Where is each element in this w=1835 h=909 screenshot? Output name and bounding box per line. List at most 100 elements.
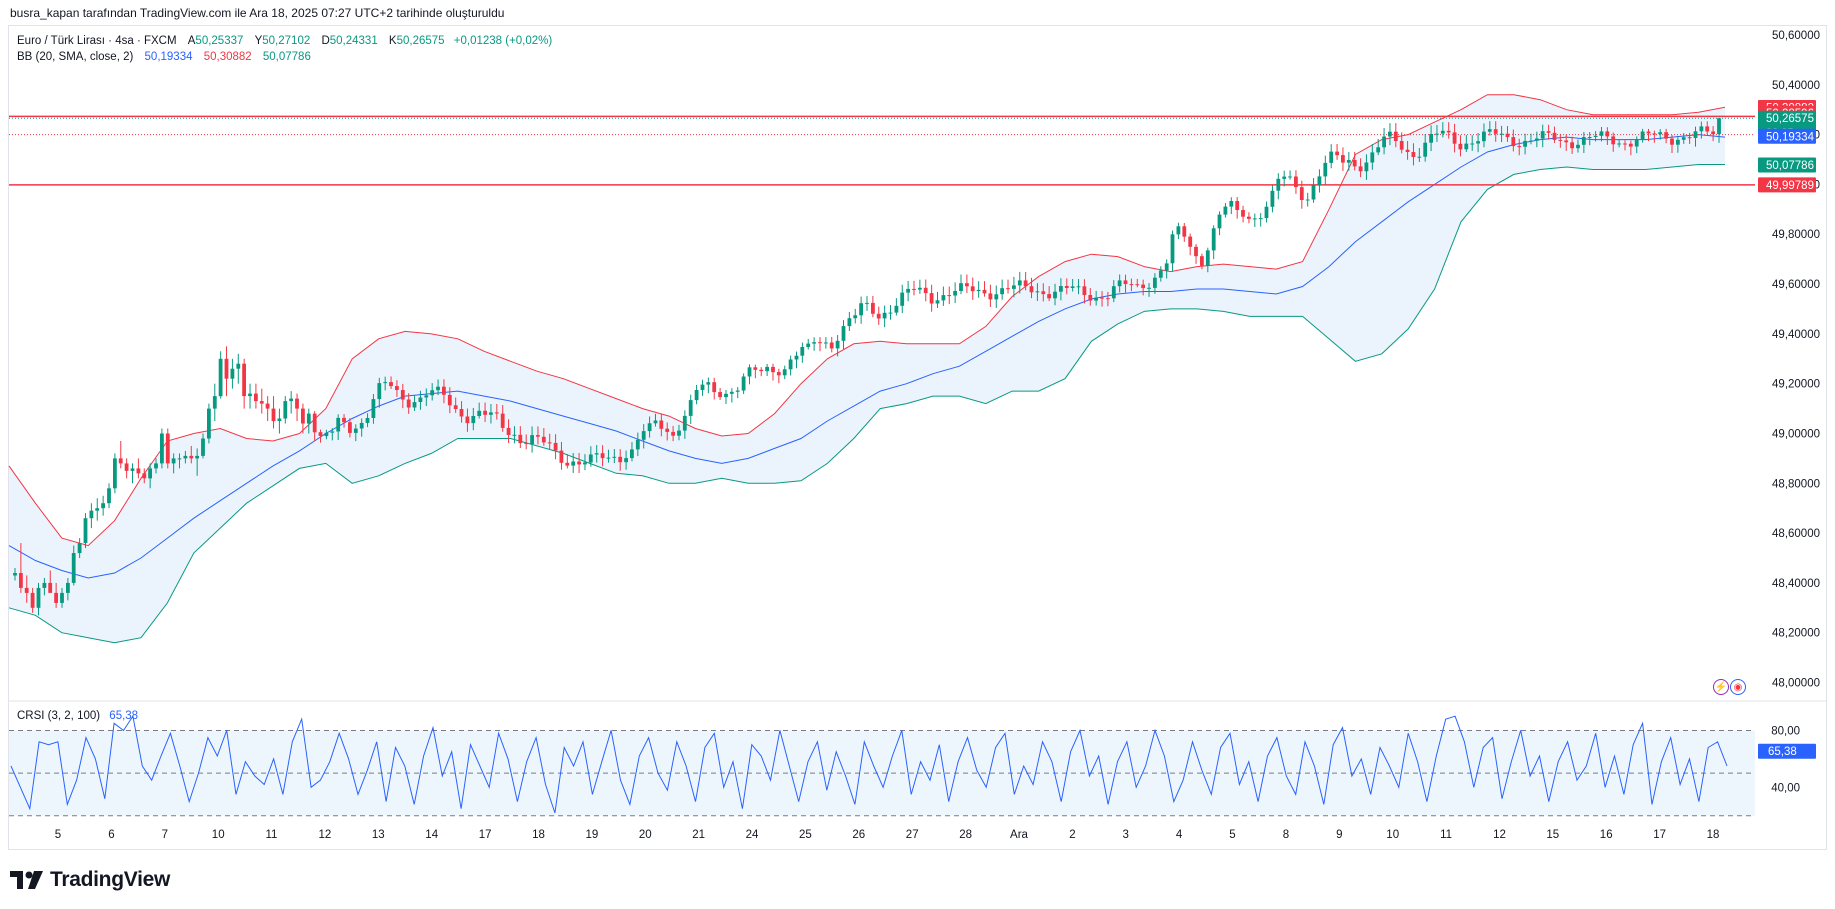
candle [1676, 135, 1680, 153]
candle [1717, 118, 1721, 143]
candle-body [95, 508, 100, 511]
candle [1217, 211, 1222, 236]
candle-body [160, 433, 164, 464]
candle [265, 396, 270, 422]
close-value: 50,26575 [396, 35, 445, 47]
candle-body [829, 342, 834, 349]
crsi-value-badge [1758, 743, 1816, 759]
candle [1464, 135, 1469, 152]
price-tick-label: 48,60000 [1772, 528, 1820, 540]
candle [782, 365, 787, 380]
candle [160, 428, 164, 469]
candle-body [24, 587, 29, 593]
candle [982, 281, 987, 297]
candle [1235, 196, 1240, 219]
candle-body [718, 392, 722, 398]
candle [42, 577, 47, 596]
candle [1294, 170, 1298, 194]
high-label: Y [254, 35, 263, 47]
candle [647, 416, 652, 438]
candle-body [130, 468, 135, 471]
candle-body [1158, 270, 1163, 278]
candle-body [1176, 226, 1181, 235]
candle [342, 414, 346, 428]
candle [1017, 271, 1022, 294]
candle-body [295, 398, 299, 409]
candle-body [1352, 160, 1357, 167]
candle [988, 284, 993, 307]
candle-body [1000, 288, 1004, 295]
time-tick-label: 6 [108, 829, 114, 841]
candle-body [871, 302, 875, 314]
flash-icons[interactable]: ⚡ ◉ [1713, 679, 1746, 695]
candle [624, 450, 628, 470]
candle [970, 277, 975, 300]
candle-body [1511, 137, 1516, 147]
candle [289, 391, 293, 414]
candle [947, 286, 952, 305]
candle [518, 426, 523, 448]
candle-body [1059, 286, 1063, 292]
bb-basis-value: 50,19334 [144, 51, 193, 63]
candle-body [1100, 297, 1104, 299]
price-badge-label: 50,07786 [1766, 160, 1814, 172]
candle-body [1064, 286, 1069, 288]
candle [218, 351, 223, 399]
symbol-legend: Euro / Türk Lirası · 4sa · FXCM A50,2533… [17, 35, 554, 47]
candle [824, 337, 828, 349]
candle [1388, 123, 1392, 146]
candle-body [395, 386, 399, 390]
candle [148, 463, 152, 489]
candle [19, 543, 23, 593]
candle [1599, 126, 1604, 142]
candle [1435, 124, 1439, 142]
candle [312, 411, 317, 441]
candle [541, 428, 546, 446]
candle [242, 358, 246, 409]
candle [1153, 273, 1157, 294]
candle-body [142, 473, 147, 479]
globe-icon[interactable]: ◉ [1730, 679, 1746, 695]
candle-body [177, 458, 182, 460]
candle [1035, 283, 1040, 301]
candle-body [359, 422, 364, 429]
crsi-value-badge-label: 65,38 [1768, 746, 1797, 758]
candle [771, 363, 775, 381]
candle [500, 405, 505, 432]
candle-body [1252, 218, 1257, 220]
candle-body [682, 415, 687, 431]
candle [1352, 151, 1357, 171]
candle-body [301, 408, 305, 424]
candle [283, 396, 288, 424]
time-tick-label: 4 [1176, 829, 1183, 841]
candle-body [1687, 137, 1692, 139]
candle-body [959, 283, 963, 291]
candle [1640, 128, 1645, 143]
candle [976, 281, 981, 298]
candle-body [1382, 136, 1386, 148]
lightning-icon[interactable]: ⚡ [1713, 679, 1729, 695]
candle [1158, 266, 1163, 282]
candle-body [547, 442, 552, 444]
candle-body [1006, 288, 1010, 290]
candle-body [1658, 132, 1663, 135]
candle-body [1258, 218, 1263, 220]
candle [900, 284, 905, 314]
candle-body [1487, 129, 1492, 132]
candle-body [371, 399, 376, 418]
time-tick-label: 3 [1122, 829, 1128, 841]
candle-body [1646, 131, 1651, 134]
candle-body [1147, 287, 1151, 289]
candle [888, 305, 893, 320]
candle [24, 575, 29, 603]
candle [236, 353, 241, 384]
candle-body [1523, 140, 1527, 147]
candle-body [1581, 137, 1586, 145]
horizontal-levels [9, 115, 1755, 186]
candle-body [171, 458, 176, 464]
candle-body [54, 592, 58, 603]
candle [1229, 197, 1234, 215]
candle-body [353, 428, 358, 433]
candle [1482, 123, 1486, 148]
